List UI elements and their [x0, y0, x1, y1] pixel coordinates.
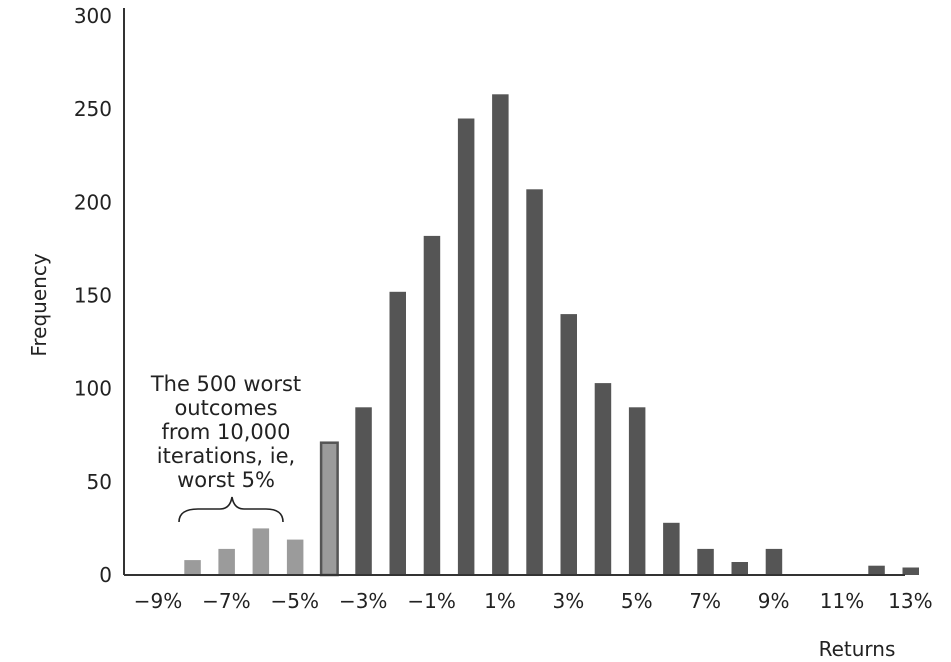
- annotation-line-1: The 500 worst: [150, 372, 301, 396]
- y-tick-label: 250: [74, 97, 112, 121]
- x-tick-label: −3%: [339, 589, 388, 613]
- annotation-line-3: from 10,000: [161, 420, 290, 444]
- x-axis-title: Returns: [819, 637, 896, 661]
- tail-annotation: The 500 worst outcomes from 10,000 itera…: [150, 372, 301, 523]
- y-tick-label: 50: [87, 470, 112, 494]
- x-tick-label: −1%: [407, 589, 456, 613]
- histogram-bar: [389, 291, 406, 575]
- histogram-bar: [252, 528, 270, 575]
- x-tick-label: −5%: [271, 589, 320, 613]
- x-tick-label: 9%: [758, 589, 790, 613]
- y-axis-title: Frequency: [27, 253, 51, 356]
- histogram-bar: [355, 407, 372, 575]
- histogram-bar: [765, 548, 783, 575]
- histogram-bar: [868, 565, 885, 575]
- histogram-bar: [594, 383, 612, 575]
- y-tick-label: 300: [74, 4, 112, 28]
- histogram-bar: [663, 522, 680, 575]
- histogram-bar: [184, 560, 201, 575]
- histogram-bar: [218, 548, 235, 575]
- x-tick-label: 11%: [820, 589, 864, 613]
- y-tick-label: 0: [99, 563, 112, 587]
- y-tick-label: 200: [74, 190, 112, 214]
- histogram-bar: [492, 94, 509, 576]
- x-tick-label: 13%: [888, 589, 932, 613]
- histogram-bar: [526, 189, 543, 576]
- x-tick-label: −7%: [202, 589, 251, 613]
- y-tick-labels: 0 50 100 150 200 250 300: [74, 4, 112, 587]
- x-tick-label: 1%: [484, 589, 516, 613]
- histogram-bar: [731, 562, 748, 575]
- histogram-bar: [560, 314, 577, 575]
- x-tick-label: 7%: [689, 589, 721, 613]
- y-tick-label: 100: [74, 377, 112, 401]
- histogram-bar: [457, 118, 475, 575]
- histogram-bar: [628, 407, 646, 575]
- x-tick-label: 3%: [553, 589, 585, 613]
- annotation-line-2: outcomes: [174, 396, 277, 420]
- annotation-line-5: worst 5%: [177, 468, 275, 492]
- histogram-bar: [423, 235, 441, 575]
- axes-group: [123, 8, 905, 576]
- histogram-bar: [286, 539, 304, 575]
- histogram-bar: [902, 567, 919, 575]
- annotation-brace: [178, 496, 284, 523]
- x-tick-label: −9%: [134, 589, 183, 613]
- histogram-bar: [697, 548, 714, 575]
- y-tick-label: 150: [74, 284, 112, 308]
- histogram-bar: [319, 441, 339, 577]
- x-tick-labels: −9% −7% −5% −3% −1% 1% 3% 5% 7% 9% 11% 13%: [134, 589, 933, 613]
- bars-group: [184, 94, 919, 577]
- annotation-line-4: iterations, ie,: [157, 444, 295, 468]
- x-tick-label: 5%: [621, 589, 653, 613]
